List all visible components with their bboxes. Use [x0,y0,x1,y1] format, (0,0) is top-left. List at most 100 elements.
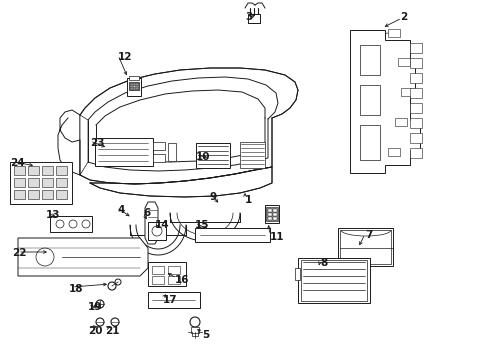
Bar [153,142,164,150]
Bar [272,217,276,220]
Bar [359,45,379,75]
Polygon shape [349,30,419,173]
Text: 16: 16 [175,275,189,285]
Bar [265,207,278,221]
Bar [409,73,421,83]
Bar [294,268,299,280]
Bar [409,118,421,128]
Bar [337,228,392,266]
Bar [195,228,269,242]
Bar [168,143,176,161]
Bar [135,83,139,86]
Bar [148,222,165,240]
Text: 5: 5 [202,330,209,340]
Bar [14,190,25,199]
Bar [148,262,185,286]
Bar [272,209,276,212]
Polygon shape [80,115,88,175]
Bar [14,166,25,175]
Polygon shape [18,238,148,276]
Circle shape [69,220,77,228]
Text: 15: 15 [195,220,209,230]
Bar [28,178,39,187]
Bar [409,133,421,143]
Text: 19: 19 [88,302,102,312]
Bar [42,166,53,175]
Text: 17: 17 [163,295,177,305]
Bar [42,190,53,199]
Circle shape [82,220,90,228]
Bar [42,178,53,187]
Bar [14,178,25,187]
Bar [267,217,271,220]
Bar [148,292,200,308]
Bar [127,78,141,96]
Bar [56,178,67,187]
Bar [152,276,163,284]
Text: 11: 11 [269,232,284,242]
Bar [168,266,180,274]
Bar [267,213,271,216]
Text: 7: 7 [364,230,372,240]
Text: 10: 10 [196,152,210,162]
Bar [272,213,276,216]
Polygon shape [90,167,271,197]
Bar [409,58,421,68]
Text: 3: 3 [244,12,252,22]
Text: 12: 12 [118,52,132,62]
Text: 20: 20 [88,326,102,336]
Bar [409,103,421,113]
Text: 1: 1 [244,195,252,205]
Circle shape [56,220,64,228]
Bar [152,266,163,274]
Circle shape [36,248,54,266]
Bar [10,162,72,204]
Bar [129,82,139,90]
Circle shape [190,317,200,327]
Text: 23: 23 [90,138,104,148]
Text: 14: 14 [155,220,169,230]
Bar [394,118,406,126]
Bar [397,58,409,66]
Bar [409,148,421,158]
Polygon shape [145,202,158,244]
Text: 6: 6 [142,208,150,218]
Bar [153,154,164,162]
Bar [400,88,412,96]
Circle shape [111,318,119,326]
Text: 21: 21 [105,326,119,336]
Bar [359,85,379,115]
Bar [339,230,390,264]
Circle shape [108,282,116,290]
Bar [196,143,229,168]
Circle shape [96,300,104,308]
Bar [359,125,379,160]
Text: 4: 4 [118,205,125,215]
Text: 18: 18 [69,284,83,294]
Bar [135,87,139,90]
Circle shape [115,279,121,285]
Bar [409,88,421,98]
Bar [50,216,92,232]
Bar [297,258,369,303]
Bar [95,138,153,166]
Bar [129,76,139,80]
Circle shape [152,226,162,236]
Bar [409,43,421,53]
Bar [301,260,366,301]
Text: 22: 22 [12,248,26,258]
Text: 13: 13 [46,210,61,220]
Bar [240,142,264,168]
Bar [56,166,67,175]
Bar [130,87,134,90]
Text: 8: 8 [319,258,326,268]
Text: 24: 24 [10,158,24,168]
Text: 9: 9 [209,192,217,202]
Bar [247,14,260,23]
Bar [130,83,134,86]
Bar [191,327,199,333]
Bar [28,190,39,199]
Bar [28,166,39,175]
Polygon shape [80,68,297,184]
Bar [387,148,399,156]
